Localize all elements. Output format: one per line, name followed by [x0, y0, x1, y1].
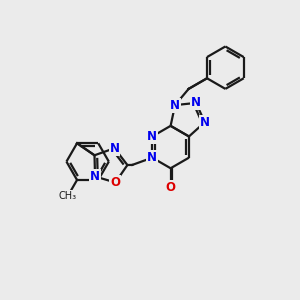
Text: N: N	[170, 99, 180, 112]
Text: N: N	[110, 142, 119, 155]
Text: N: N	[90, 170, 100, 183]
Text: CH₃: CH₃	[59, 190, 77, 201]
Text: N: N	[147, 151, 157, 164]
Text: N: N	[200, 116, 210, 129]
Text: O: O	[166, 181, 176, 194]
Text: N: N	[191, 96, 201, 110]
Text: O: O	[110, 176, 120, 189]
Text: N: N	[147, 130, 157, 143]
